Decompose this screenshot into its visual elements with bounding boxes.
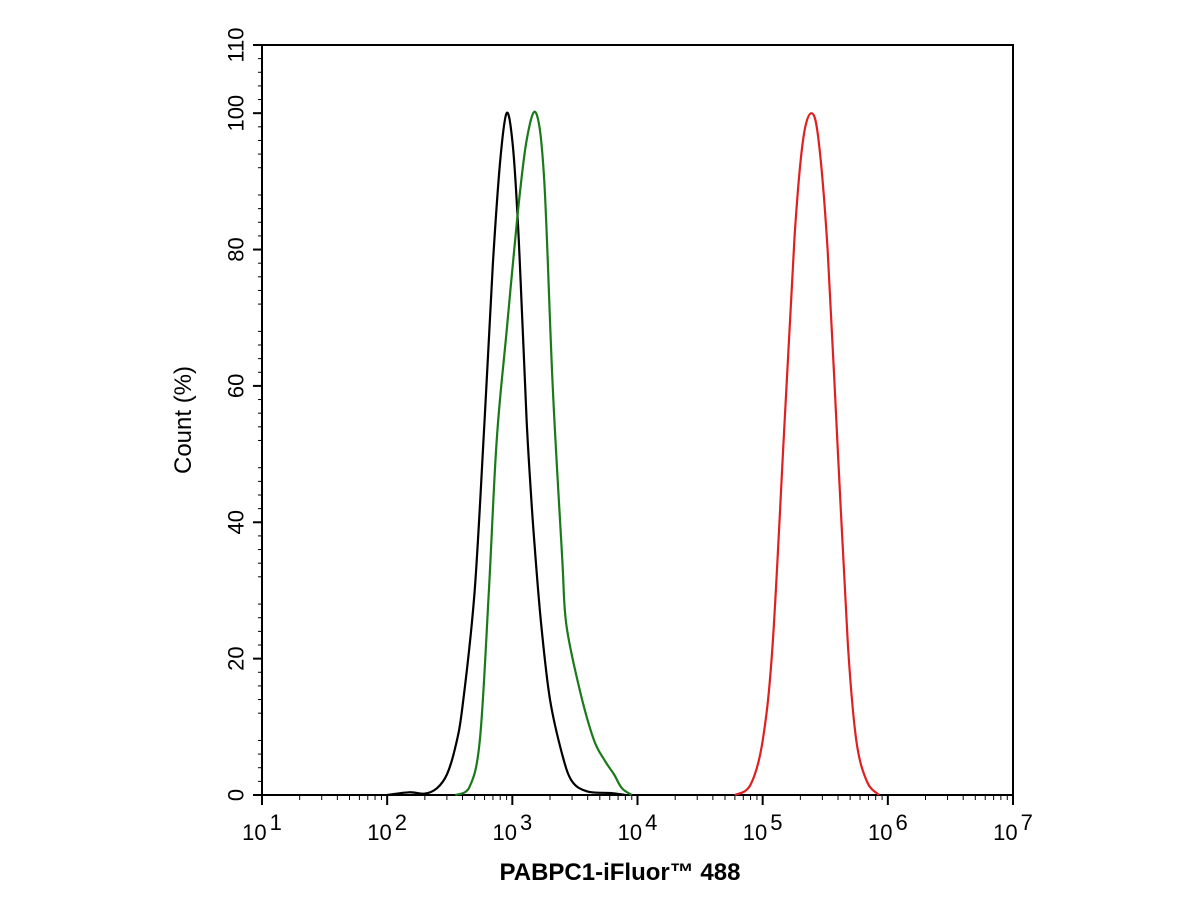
x-tick-label: 10 7 bbox=[993, 810, 1033, 845]
y-minor-ticks bbox=[258, 58, 262, 782]
y-tick-label: 40 bbox=[224, 510, 249, 534]
x-major-ticks: 10 1 10 2 10 3 10 4 10 5 10 6 10 7 bbox=[242, 795, 1033, 845]
x-tick-label: 10 6 bbox=[868, 810, 908, 845]
y-tick-label: 60 bbox=[224, 374, 249, 398]
series-lines bbox=[387, 110, 880, 797]
y-major-ticks: 0 20 40 60 80 100 110 bbox=[224, 27, 262, 801]
x-tick-label: 10 5 bbox=[743, 810, 783, 845]
y-tick-label: 110 bbox=[224, 27, 249, 62]
x-tick-label: 10 2 bbox=[367, 810, 407, 845]
y-tick-label: 20 bbox=[224, 646, 249, 670]
series-line-2 bbox=[454, 110, 633, 797]
series-line-3 bbox=[734, 112, 880, 796]
y-tick-label: 80 bbox=[224, 237, 249, 261]
y-axis-title: Count (%) bbox=[170, 366, 197, 474]
x-axis-title: PABPC1-iFluor™ 488 bbox=[500, 859, 741, 886]
plot-frame bbox=[261, 44, 1014, 796]
y-tick-label: 100 bbox=[224, 95, 249, 132]
series-line-1 bbox=[387, 111, 626, 797]
x-tick-label: 10 1 bbox=[242, 810, 282, 845]
x-tick-label: 10 3 bbox=[492, 810, 532, 845]
x-tick-label: 10 4 bbox=[618, 810, 658, 845]
x-minor-ticks bbox=[299, 795, 1008, 800]
y-tick-label: 0 bbox=[224, 789, 249, 801]
